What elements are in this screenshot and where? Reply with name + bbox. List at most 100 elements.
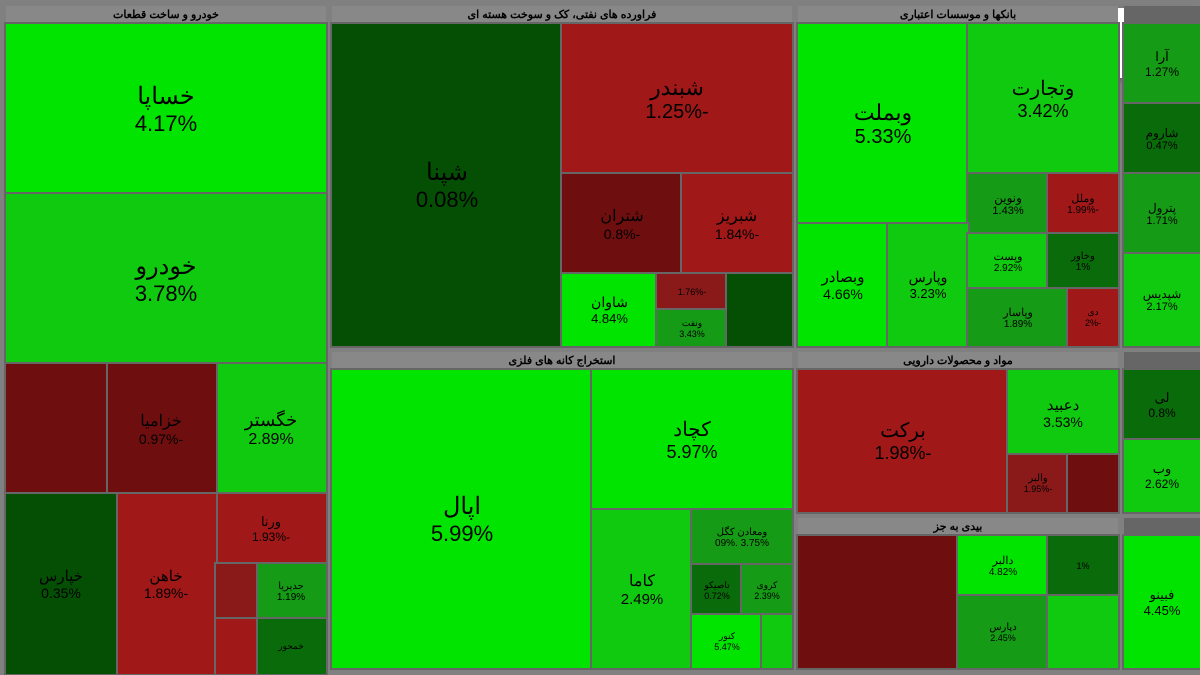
stock-cell[interactable] — [216, 564, 256, 619]
stock-cell[interactable]: حدیریا1.19% — [256, 564, 326, 619]
stock-name: ورنا — [261, 514, 281, 530]
sector-right2: لی0.8%وب2.62% — [1124, 352, 1200, 512]
stock-pct: 5.99% — [431, 521, 493, 547]
stock-cell[interactable]: وتجارت3.42% — [968, 24, 1118, 174]
stock-name: وبصادر — [822, 268, 865, 286]
stock-name: خساپا — [137, 82, 195, 111]
stock-cell[interactable] — [798, 536, 958, 668]
stock-cell[interactable]: خودرو3.78% — [6, 194, 326, 364]
stock-cell[interactable]: وملل-1.99% — [1048, 174, 1118, 234]
stock-name: دی — [1087, 307, 1098, 318]
stock-name: وخاور — [1071, 251, 1095, 262]
stock-cell[interactable]: دپارس2.45% — [958, 596, 1048, 668]
stock-cell[interactable]: دی-2% — [1068, 289, 1118, 346]
stock-cell[interactable]: کچاد5.97% — [592, 370, 792, 510]
stock-name: اپال — [443, 492, 481, 521]
stock-name: ونفت — [682, 318, 702, 329]
stock-name: شبریز — [717, 206, 757, 226]
stock-cell[interactable]: پترول1.71% — [1124, 174, 1200, 254]
stock-cell[interactable]: ومعادن کگل3.75% .09% — [692, 510, 792, 565]
stock-cell[interactable]: خساپا4.17% — [6, 24, 326, 194]
stock-cell[interactable]: 1% — [1048, 536, 1118, 596]
stock-name: دعبید — [1047, 396, 1080, 414]
stock-cell[interactable]: -1.76% — [657, 274, 727, 310]
stock-pct: 2.89% — [248, 431, 293, 449]
stock-cell[interactable]: دالبر4.82% — [958, 536, 1048, 596]
stock-cell[interactable]: شاروم0.47% — [1124, 104, 1200, 174]
stock-cell[interactable] — [6, 364, 106, 494]
stock-cell[interactable]: وپارس3.23% — [888, 224, 968, 346]
stock-pct: 3.75% .09% — [715, 538, 769, 549]
stock-cell[interactable]: ورنا-1.93% — [216, 494, 326, 564]
stock-name: وپاسار — [1003, 306, 1033, 319]
stock-cell[interactable]: وپست2.92% — [968, 234, 1048, 289]
stock-cell[interactable]: کاما2.49% — [592, 510, 692, 668]
stock-name: خزامیا — [140, 411, 181, 431]
sector-pharma: مواد و محصولات داروییبرکت-1.98%دعبید3.53… — [798, 352, 1118, 512]
stock-pct: -0.97% — [139, 431, 183, 447]
stock-cell[interactable]: وبصادر4.66% — [798, 224, 888, 346]
stock-name: شپنا — [426, 158, 468, 187]
stock-pct: -1.76% — [678, 287, 707, 297]
stock-cell[interactable]: وب2.62% — [1124, 440, 1200, 512]
stock-pct: 2.62% — [1145, 477, 1179, 491]
stock-cell[interactable]: دعبید3.53% — [1008, 370, 1118, 455]
stock-cell[interactable]: خگستر2.89% — [216, 364, 326, 494]
stock-cell[interactable]: شاوان4.84% — [562, 274, 657, 346]
stock-cell[interactable]: وبملت5.33% — [798, 24, 968, 224]
stock-cell[interactable]: ونفت3.43% — [657, 310, 727, 346]
stock-cell[interactable]: ونوین1.43% — [968, 174, 1048, 234]
stock-cell[interactable]: خاهن-1.89% — [116, 494, 216, 674]
sector-title: فراورده های نفتی، کک و سوخت هسته ای — [332, 6, 792, 24]
stock-name: خمحور — [278, 641, 304, 652]
stock-name: خاهن — [149, 567, 182, 585]
stock-pct: 1% — [1076, 262, 1090, 273]
stock-cell[interactable]: برکت-1.98% — [798, 370, 1008, 512]
stock-name: ومعادن کگل — [717, 527, 768, 538]
stock-cell[interactable] — [1068, 455, 1118, 512]
stock-name: وبملت — [854, 100, 912, 126]
stock-name: وملل — [1071, 192, 1094, 205]
stock-pct: -1.99% — [1067, 205, 1099, 216]
stock-pct: 2.49% — [621, 591, 664, 608]
stock-cell[interactable]: خمحور — [256, 619, 326, 674]
stock-pct: 2.39% — [754, 591, 780, 601]
stock-pct: 3.42% — [1017, 101, 1068, 122]
stock-cell[interactable]: فبینو4.45% — [1124, 536, 1200, 668]
stock-name: کاما — [629, 571, 655, 591]
stock-cell[interactable]: شبندر-1.25% — [562, 24, 792, 174]
stock-cell[interactable]: لی0.8% — [1124, 370, 1200, 440]
sector-banks: بانکها و موسسات اعتباریوبملت5.33%وتجارت3… — [798, 6, 1118, 346]
stock-pct: -1.25% — [645, 101, 708, 124]
stock-cell[interactable]: اپال5.99% — [332, 370, 592, 668]
stock-cell[interactable]: کنور5.47% — [692, 615, 762, 668]
stock-pct: 4.45% — [1144, 603, 1181, 618]
stock-cell[interactable]: خزامیا-0.97% — [106, 364, 216, 494]
sector-title: بانکها و موسسات اعتباری — [798, 6, 1118, 24]
stock-pct: 5.33% — [855, 126, 912, 149]
stock-pct: 3.23% — [910, 286, 947, 301]
sector-mining: استخراج کانه های فلزیاپال5.99%کچاد5.97%ک… — [332, 352, 792, 668]
stock-cell[interactable]: تاصیکو0.72% — [692, 565, 742, 615]
stock-cell[interactable] — [727, 274, 792, 346]
stock-pct: -1.89% — [144, 585, 188, 601]
stock-cell[interactable]: وپاسار1.89% — [968, 289, 1068, 346]
stock-cell[interactable]: شتران-0.8% — [562, 174, 682, 274]
stock-cell[interactable]: شپدیس2.17% — [1124, 254, 1200, 346]
stock-cell[interactable]: والبر-1.95% — [1008, 455, 1068, 512]
stock-pct: 0.08% — [416, 187, 478, 213]
stock-cell[interactable] — [762, 615, 792, 668]
stock-cell[interactable]: کروی2.39% — [742, 565, 792, 615]
stock-name: خگستر — [245, 410, 298, 431]
stock-name: خپارس — [39, 567, 83, 585]
stock-cell[interactable]: خپارس0.35% — [6, 494, 116, 674]
stock-cell[interactable]: شپنا0.08% — [332, 24, 562, 346]
stock-name: فبینو — [1150, 587, 1175, 603]
stock-cell[interactable]: آرا1.27% — [1124, 24, 1200, 104]
stock-cell[interactable]: شبریز-1.84% — [682, 174, 792, 274]
stock-cell[interactable] — [216, 619, 256, 674]
stock-cell[interactable] — [1048, 596, 1118, 668]
stock-cell[interactable]: وخاور1% — [1048, 234, 1118, 289]
stock-name: وتجارت — [1012, 76, 1075, 101]
stock-name: آرا — [1155, 49, 1169, 65]
